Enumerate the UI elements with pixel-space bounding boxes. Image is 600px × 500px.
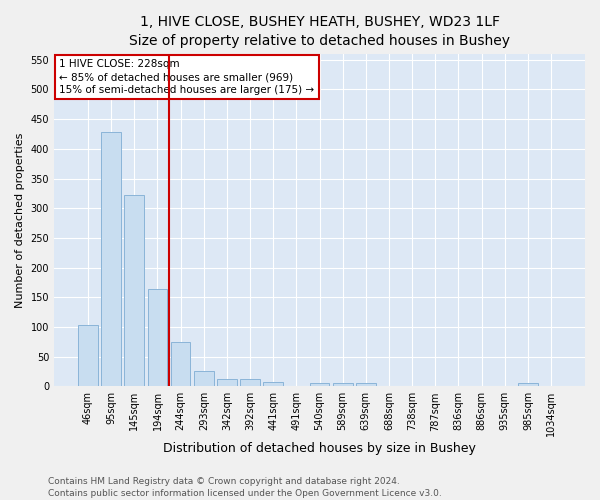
Bar: [518, 384, 538, 386]
Y-axis label: Number of detached properties: Number of detached properties: [15, 132, 25, 308]
Bar: [124, 195, 144, 386]
Text: 1 HIVE CLOSE: 228sqm
← 85% of detached houses are smaller (969)
15% of semi-deta: 1 HIVE CLOSE: 228sqm ← 85% of detached h…: [59, 59, 314, 95]
Bar: [171, 342, 190, 386]
Text: Contains HM Land Registry data © Crown copyright and database right 2024.
Contai: Contains HM Land Registry data © Crown c…: [48, 476, 442, 498]
Bar: [263, 382, 283, 386]
Bar: [333, 384, 353, 386]
X-axis label: Distribution of detached houses by size in Bushey: Distribution of detached houses by size …: [163, 442, 476, 455]
Title: 1, HIVE CLOSE, BUSHEY HEATH, BUSHEY, WD23 1LF
Size of property relative to detac: 1, HIVE CLOSE, BUSHEY HEATH, BUSHEY, WD2…: [129, 15, 510, 48]
Bar: [78, 324, 98, 386]
Bar: [148, 289, 167, 386]
Bar: [194, 372, 214, 386]
Bar: [217, 379, 237, 386]
Bar: [101, 132, 121, 386]
Bar: [356, 384, 376, 386]
Bar: [310, 383, 329, 386]
Bar: [240, 379, 260, 386]
